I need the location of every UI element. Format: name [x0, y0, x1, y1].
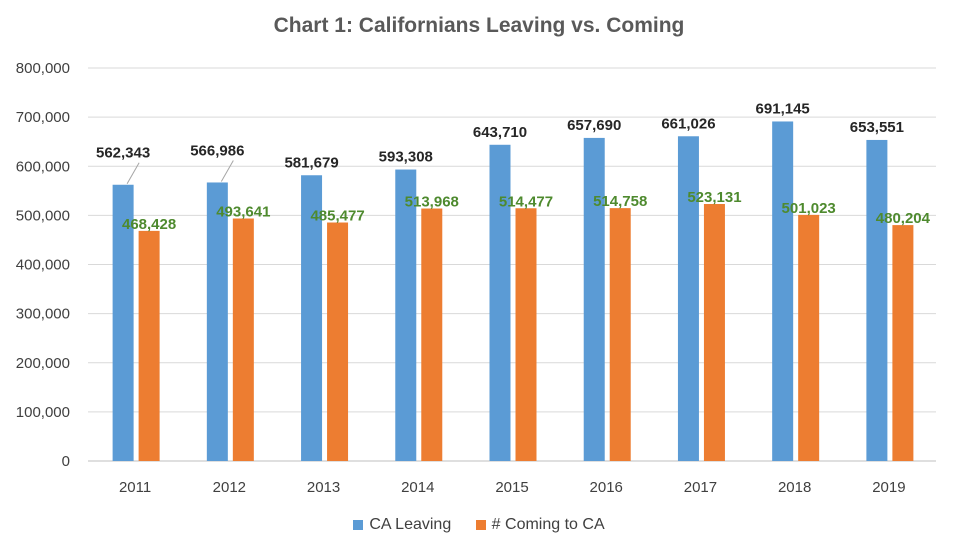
data-label-coming-to-ca: 493,641 — [216, 203, 270, 220]
data-label-ca-leaving: 566,986 — [190, 142, 244, 159]
bar-ca-leaving — [206, 182, 228, 461]
bar-coming-to-ca — [892, 225, 914, 461]
data-label-ca-leaving: 593,308 — [379, 149, 433, 166]
y-tick-label: 100,000 — [16, 404, 70, 421]
data-label-coming-to-ca: 485,477 — [310, 208, 364, 225]
x-tick-label: 2015 — [495, 479, 528, 496]
data-label-ca-leaving: 653,551 — [850, 119, 904, 136]
bar-coming-to-ca — [232, 218, 254, 461]
legend-label-coming-to-ca: # Coming to CA — [491, 516, 605, 533]
data-label-ca-leaving: 657,690 — [567, 117, 621, 134]
x-tick-label: 2018 — [778, 479, 811, 496]
data-label-ca-leaving: 562,343 — [96, 145, 150, 162]
x-tick-label: 2019 — [872, 479, 905, 496]
bar-ca-leaving — [772, 121, 794, 461]
bar-coming-to-ca — [703, 204, 725, 461]
data-label-coming-to-ca: 513,968 — [405, 194, 459, 211]
bar-ca-leaving — [866, 139, 888, 462]
data-label-coming-to-ca: 514,477 — [499, 193, 553, 210]
x-tick-label: 2014 — [401, 479, 434, 496]
bar-ca-leaving — [583, 137, 605, 461]
data-label-coming-to-ca: 468,428 — [122, 216, 176, 233]
bar-coming-to-ca — [327, 222, 349, 461]
data-label-coming-to-ca: 480,204 — [876, 210, 931, 227]
legend-swatch-coming-to-ca — [475, 520, 486, 530]
legend-item-ca-leaving: CA Leaving — [353, 516, 451, 534]
bar-coming-to-ca — [798, 214, 820, 461]
bar-coming-to-ca — [515, 208, 537, 461]
bar-ca-leaving — [489, 144, 511, 461]
bar-ca-leaving — [677, 136, 699, 461]
chart-title: Chart 1: Californians Leaving vs. Coming — [273, 14, 685, 37]
data-label-ca-leaving: 581,679 — [284, 154, 338, 171]
data-label-ca-leaving: 643,710 — [473, 124, 527, 141]
y-tick-label: 0 — [62, 453, 70, 470]
legend-label-ca-leaving: CA Leaving — [369, 516, 452, 533]
data-label-coming-to-ca: 501,023 — [782, 200, 836, 217]
data-label-ca-leaving: 661,026 — [661, 115, 715, 132]
legend-item-coming-to-ca: # Coming to CA — [475, 516, 605, 534]
bar-coming-to-ca — [138, 230, 160, 461]
bar-coming-to-ca — [609, 208, 631, 461]
legend-swatch-ca-leaving — [353, 520, 364, 530]
y-tick-label: 300,000 — [16, 306, 70, 323]
data-label-leader-line — [220, 160, 234, 182]
bar-ca-leaving — [112, 184, 134, 461]
chart-legend: CA Leaving # Coming to CA — [0, 516, 958, 535]
data-label-leader-line — [126, 162, 140, 184]
y-tick-label: 800,000 — [16, 60, 70, 77]
data-label-coming-to-ca: 514,758 — [593, 193, 647, 210]
bar-ca-leaving — [301, 175, 323, 462]
x-tick-label: 2017 — [684, 479, 717, 496]
x-tick-label: 2011 — [119, 479, 151, 496]
x-tick-label: 2013 — [307, 479, 340, 496]
y-tick-label: 700,000 — [16, 109, 70, 126]
x-tick-label: 2012 — [213, 479, 246, 496]
y-tick-label: 200,000 — [16, 355, 70, 372]
data-label-ca-leaving: 691,145 — [756, 100, 810, 117]
y-tick-label: 400,000 — [16, 257, 70, 274]
y-tick-label: 600,000 — [16, 158, 70, 175]
y-tick-label: 500,000 — [16, 207, 70, 224]
data-label-coming-to-ca: 523,131 — [687, 189, 741, 206]
x-tick-label: 2016 — [590, 479, 623, 496]
bar-ca-leaving — [395, 169, 417, 461]
bar-coming-to-ca — [421, 208, 443, 461]
